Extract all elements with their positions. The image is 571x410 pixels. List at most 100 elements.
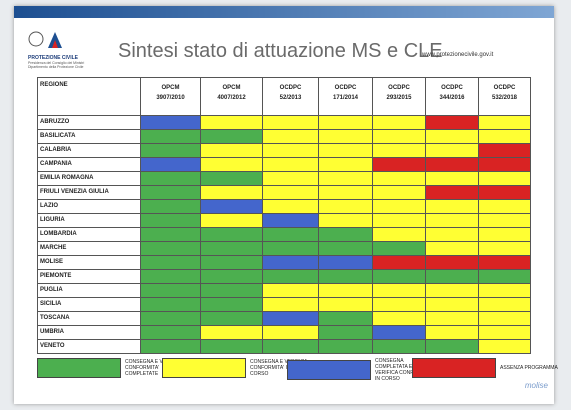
status-cell xyxy=(201,200,263,214)
status-cell xyxy=(141,186,201,200)
legend-item: CONSEGNA E VERIFICA CONFORMITA' IN CORSO xyxy=(162,358,310,378)
status-cell xyxy=(263,228,319,242)
status-cell xyxy=(201,158,263,172)
legend-swatch xyxy=(287,360,371,380)
status-cell xyxy=(479,270,531,284)
legend-label: CONSEGNA E VERIFICA CONFORMITA' COMPLETA… xyxy=(125,359,183,377)
status-cell xyxy=(201,326,263,340)
status-cell xyxy=(319,298,373,312)
status-cell xyxy=(479,284,531,298)
status-cell xyxy=(479,242,531,256)
status-cell xyxy=(426,158,479,172)
status-cell xyxy=(319,270,373,284)
status-cell xyxy=(201,130,263,144)
status-cell xyxy=(319,186,373,200)
status-cell xyxy=(373,298,426,312)
status-cell xyxy=(201,116,263,130)
status-cell xyxy=(426,116,479,130)
status-cell xyxy=(319,326,373,340)
legend: CONSEGNA E VERIFICA CONFORMITA' COMPLETA… xyxy=(37,358,558,386)
legend-swatch xyxy=(37,358,121,378)
region-name: PIEMONTE xyxy=(38,270,141,284)
status-cell xyxy=(426,186,479,200)
status-cell xyxy=(479,172,531,186)
status-cell xyxy=(319,242,373,256)
status-cell xyxy=(263,130,319,144)
region-name: LOMBARDIA xyxy=(38,228,141,242)
status-cell xyxy=(426,256,479,270)
status-cell xyxy=(141,284,201,298)
status-cell xyxy=(479,298,531,312)
status-cell xyxy=(373,312,426,326)
column-kind: OPCM xyxy=(161,85,180,91)
status-cell xyxy=(141,312,201,326)
status-cell xyxy=(479,200,531,214)
status-cell xyxy=(263,326,319,340)
status-cell xyxy=(263,242,319,256)
status-cell xyxy=(319,340,373,354)
legend-swatch xyxy=(412,358,496,378)
legend-item: ASSENZA PROGRAMMA xyxy=(412,358,560,378)
watermark: molise xyxy=(524,381,548,390)
status-cell xyxy=(263,312,319,326)
region-header: REGIONE xyxy=(38,78,141,116)
status-cell xyxy=(319,256,373,270)
legend-item: CONSEGNA E VERIFICA CONFORMITA' COMPLETA… xyxy=(37,358,185,378)
status-cell xyxy=(373,200,426,214)
region-name: EMILIA ROMAGNA xyxy=(38,172,141,186)
status-cell xyxy=(426,312,479,326)
status-table: REGIONE OPCM 3907/2010 OPCM 4007/2012 OCDPC 52… xyxy=(37,77,531,354)
status-cell xyxy=(263,144,319,158)
status-cell xyxy=(373,228,426,242)
status-cell xyxy=(263,172,319,186)
status-cell xyxy=(479,228,531,242)
title: Sintesi stato di attuazione MS e CLE xyxy=(118,40,443,62)
status-cell xyxy=(373,284,426,298)
status-cell xyxy=(426,172,479,186)
status-cell xyxy=(141,158,201,172)
status-cell xyxy=(426,284,479,298)
region-name: BASILICATA xyxy=(38,130,141,144)
status-cell xyxy=(201,284,263,298)
status-cell xyxy=(263,270,319,284)
region-name: MARCHE xyxy=(38,242,141,256)
column-number: 52/2013 xyxy=(279,95,302,101)
legend-swatch xyxy=(162,358,246,378)
status-cell xyxy=(141,298,201,312)
legend-item: CONSEGNA COMPLETATA E VERIFICA CONFORMIT… xyxy=(287,358,435,382)
status-cell xyxy=(201,172,263,186)
status-cell xyxy=(479,158,531,172)
status-cell xyxy=(479,326,531,340)
status-cell xyxy=(373,270,426,284)
status-cell xyxy=(141,172,201,186)
status-cell xyxy=(479,144,531,158)
logo-subtitle: Presidenza del Consiglio dei Ministri Di… xyxy=(28,61,85,69)
status-cell xyxy=(201,228,263,242)
region-name: LAZIO xyxy=(38,200,141,214)
column-header: OCDPC 293/2015 xyxy=(373,78,426,116)
status-cell xyxy=(373,144,426,158)
status-cell xyxy=(319,284,373,298)
status-cell xyxy=(426,340,479,354)
status-cell xyxy=(141,200,201,214)
column-header: OCDPC 344/2016 xyxy=(426,78,479,116)
status-cell xyxy=(263,116,319,130)
url: www.protezionecivile.gov.it xyxy=(422,52,494,58)
status-cell xyxy=(263,200,319,214)
status-cell xyxy=(201,270,263,284)
status-cell xyxy=(201,340,263,354)
status-cell xyxy=(141,116,201,130)
status-cell xyxy=(479,116,531,130)
status-cell xyxy=(373,172,426,186)
column-header: OCDPC 52/2013 xyxy=(263,78,319,116)
column-number: 293/2015 xyxy=(386,95,412,101)
region-name: CALABRIA xyxy=(38,144,141,158)
status-cell xyxy=(201,256,263,270)
status-cell xyxy=(319,130,373,144)
legend-label: CONSEGNA E VERIFICA CONFORMITA' IN CORSO xyxy=(250,359,308,377)
status-cell xyxy=(373,326,426,340)
column-kind: OCDPC xyxy=(388,85,410,91)
logo-mark xyxy=(28,31,62,48)
status-cell xyxy=(373,130,426,144)
status-cell xyxy=(263,284,319,298)
